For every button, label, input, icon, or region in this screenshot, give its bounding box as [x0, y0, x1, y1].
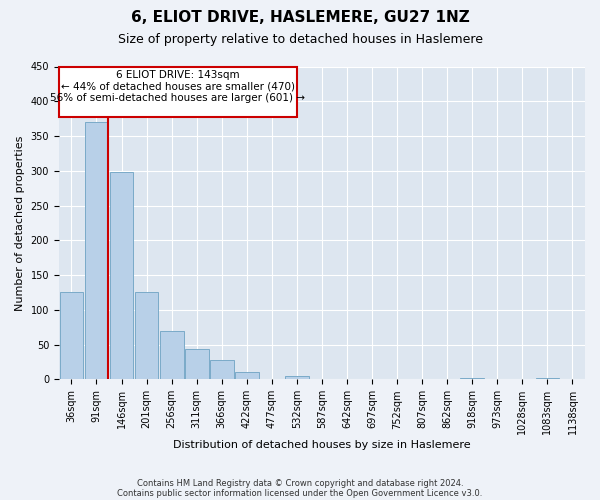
Text: 56% of semi-detached houses are larger (601) →: 56% of semi-detached houses are larger (…	[50, 94, 305, 104]
Text: 6, ELIOT DRIVE, HASLEMERE, GU27 1NZ: 6, ELIOT DRIVE, HASLEMERE, GU27 1NZ	[131, 10, 469, 25]
Bar	[160, 330, 184, 380]
FancyBboxPatch shape	[59, 66, 297, 116]
Bar	[110, 172, 133, 380]
Bar	[85, 122, 109, 380]
Y-axis label: Number of detached properties: Number of detached properties	[15, 135, 25, 310]
Bar	[185, 349, 209, 380]
Text: Contains HM Land Registry data © Crown copyright and database right 2024.: Contains HM Land Registry data © Crown c…	[137, 478, 463, 488]
Bar	[210, 360, 233, 380]
Bar	[235, 372, 259, 380]
Bar	[536, 378, 559, 380]
Text: Size of property relative to detached houses in Haslemere: Size of property relative to detached ho…	[118, 32, 482, 46]
Bar	[285, 376, 309, 380]
Bar	[134, 292, 158, 380]
Bar	[59, 292, 83, 380]
Text: ← 44% of detached houses are smaller (470): ← 44% of detached houses are smaller (47…	[61, 82, 295, 92]
Bar	[460, 378, 484, 380]
Text: 6 ELIOT DRIVE: 143sqm: 6 ELIOT DRIVE: 143sqm	[116, 70, 240, 80]
Text: Contains public sector information licensed under the Open Government Licence v3: Contains public sector information licen…	[118, 488, 482, 498]
X-axis label: Distribution of detached houses by size in Haslemere: Distribution of detached houses by size …	[173, 440, 471, 450]
